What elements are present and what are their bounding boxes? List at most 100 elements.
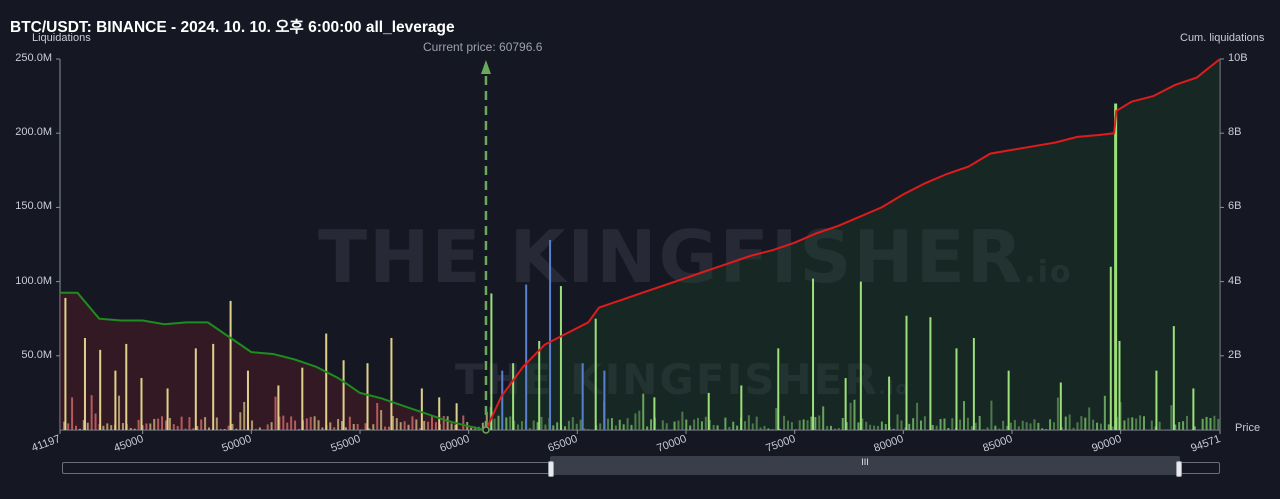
left-axis-title: Liquidations — [32, 32, 91, 44]
bar-bg — [650, 419, 653, 430]
bar-bg — [78, 428, 81, 430]
cum-long-area — [60, 292, 486, 430]
bar-bg — [1092, 419, 1095, 430]
bar-bg — [376, 402, 379, 430]
bar-bg — [1053, 422, 1056, 430]
current-price-arrow — [480, 60, 491, 74]
bar-bg — [458, 429, 461, 430]
bar-bg — [184, 428, 187, 430]
bar-bg — [94, 413, 97, 430]
bar-bg — [454, 424, 457, 430]
bar-bg — [352, 423, 355, 430]
bar-bg — [1088, 407, 1091, 430]
bar-bg — [677, 420, 680, 430]
right-axis-title: Cum. liquidations — [1180, 32, 1265, 44]
bar-bg — [1193, 426, 1196, 430]
bar-bg — [571, 417, 574, 430]
bar-short — [512, 363, 515, 430]
bar-bg — [200, 419, 203, 430]
bar-bg — [121, 423, 124, 430]
range-slider-left-handle[interactable] — [548, 461, 554, 477]
bar-bg — [1041, 428, 1044, 430]
bar-bg — [833, 428, 836, 430]
bar-bg — [939, 418, 942, 430]
bar-bg — [297, 428, 300, 430]
bar-bg — [1096, 422, 1099, 430]
bar-bg — [708, 419, 711, 430]
bar-bg — [908, 423, 911, 430]
bar-short — [1114, 103, 1118, 431]
bar-bg — [364, 423, 367, 430]
bar-bg — [880, 421, 883, 430]
bar-bg — [1064, 416, 1067, 430]
bar-bg — [783, 415, 786, 430]
bar-bg — [137, 419, 140, 430]
bar-bg — [822, 406, 825, 430]
bar-bg — [1084, 417, 1087, 430]
bar-long — [114, 370, 117, 430]
bar-bg — [415, 419, 418, 430]
bar-bg — [517, 424, 520, 430]
cum-short-line — [485, 58, 1221, 431]
range-slider-right-handle[interactable] — [1176, 461, 1182, 477]
bar-long — [438, 397, 441, 430]
bar-bg — [520, 421, 523, 430]
bar-short — [603, 370, 606, 430]
bar-bg — [106, 423, 109, 430]
bar-bg — [86, 422, 89, 430]
watermark-large: THE KINGFISHER.io — [318, 215, 1071, 299]
bar-long — [212, 343, 215, 430]
bar-bg — [204, 417, 207, 430]
bar-bg — [853, 399, 856, 430]
bar-bg — [145, 423, 148, 430]
bar-bg — [462, 415, 465, 430]
bar-long — [140, 378, 143, 430]
bar-short — [1059, 382, 1062, 430]
bar-bg — [685, 419, 688, 430]
bar-bg — [579, 419, 582, 430]
bar-bg — [837, 428, 840, 430]
bar-bg — [693, 419, 696, 430]
bar-bg — [1209, 417, 1212, 430]
bar-bg — [1056, 397, 1059, 430]
bar-bg — [333, 427, 336, 430]
bar-bg — [802, 419, 805, 430]
bar-bg — [728, 426, 731, 430]
bar-bg — [626, 418, 629, 430]
bar-bg — [317, 420, 320, 430]
bar-bg — [814, 417, 817, 430]
bar-bg — [790, 422, 793, 430]
bar-bg — [618, 419, 621, 430]
bar-bg — [575, 423, 578, 430]
bar-bg — [270, 422, 273, 430]
bar-bg — [779, 428, 782, 430]
bar-bg — [716, 425, 719, 430]
bar-short — [707, 392, 710, 430]
bar-bg — [129, 427, 132, 430]
bar-bg — [583, 428, 586, 430]
bar-bg — [704, 416, 707, 430]
bar-short — [559, 286, 562, 430]
bar-bg — [943, 418, 946, 430]
bar-bg — [133, 428, 136, 430]
range-slider-selection[interactable]: III — [550, 456, 1180, 475]
bar-bg — [168, 417, 171, 430]
bar-long — [301, 367, 304, 430]
bar-bg — [673, 421, 676, 430]
bar-bg — [904, 427, 907, 430]
bar-bg — [497, 415, 500, 430]
bar-short — [549, 240, 552, 430]
cum-short-area — [485, 59, 1220, 430]
bar-bg — [1009, 422, 1012, 430]
bar-bg — [1123, 420, 1126, 430]
bar-bg — [282, 415, 285, 430]
bar-bg — [974, 422, 977, 430]
grip-icon[interactable]: III — [861, 457, 869, 467]
bar-bg — [1213, 415, 1216, 430]
bar-bg — [798, 420, 801, 430]
bar-short — [1155, 370, 1158, 430]
bar-bg — [403, 421, 406, 430]
bar-short — [844, 378, 847, 430]
bar-bg — [1021, 420, 1024, 430]
bar-bg — [912, 418, 915, 430]
